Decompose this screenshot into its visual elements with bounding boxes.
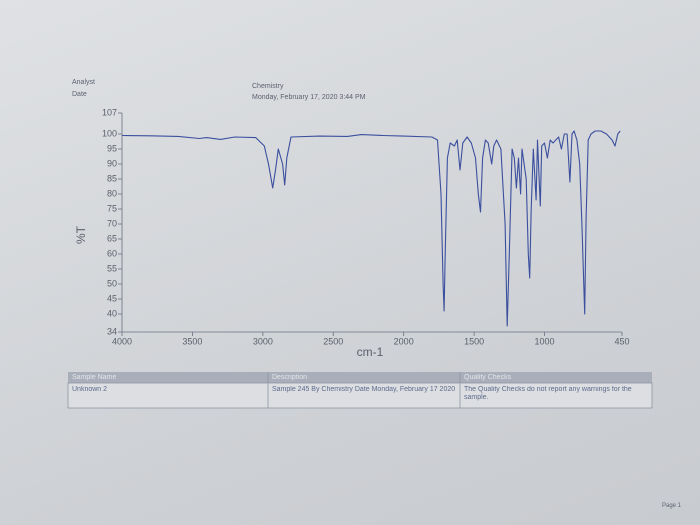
y-tick-label: 55: [107, 263, 117, 273]
y-tick-label: 90: [107, 158, 117, 168]
y-tick-label: 60: [107, 248, 117, 258]
x-tick-label: 1000: [535, 336, 555, 346]
y-tick-label: 100: [102, 128, 117, 138]
y-tick-label: 70: [107, 218, 117, 228]
y-tick-label: 34: [107, 326, 117, 336]
x-tick-label: 450: [614, 336, 629, 346]
table-row-bg: [67, 382, 653, 409]
x-tick-label: 2000: [394, 336, 414, 346]
table-header-bg: [68, 372, 652, 383]
table-header: Quality Checks: [464, 374, 512, 381]
table-header: Sample Name: [72, 374, 117, 381]
date-label: Date: [72, 91, 87, 98]
table-cell: The Quality Checks do not report any war…: [464, 386, 632, 401]
y-tick-label: 75: [107, 203, 117, 213]
y-tick-label: 45: [107, 293, 117, 303]
department: Chemistry: [252, 83, 284, 90]
x-tick-label: 4000: [112, 336, 132, 346]
table-cell: Sample 245 By Chemistry Date Monday, Feb…: [272, 386, 456, 393]
table-header: Description: [272, 374, 308, 381]
x-tick-label: 1500: [464, 336, 484, 346]
x-tick-label: 3000: [253, 336, 273, 346]
table-cell: Unknown 2: [72, 386, 108, 393]
y-axis-label: %T: [74, 225, 88, 244]
timestamp: Monday, February 17, 2020 3:44 PM: [252, 94, 366, 101]
spectrum-line: [121, 130, 621, 327]
y-tick-label: 95: [107, 143, 117, 153]
y-tick-label: 107: [102, 107, 117, 117]
y-tick-label: 80: [107, 188, 117, 198]
y-tick-label: 40: [107, 308, 117, 318]
page-number: Page 1: [662, 503, 682, 509]
x-tick-label: 2500: [323, 336, 343, 346]
y-tick-label: 85: [107, 173, 117, 183]
x-axis-label: cm-1: [357, 345, 384, 359]
analyst-label: Analyst: [72, 79, 95, 86]
y-tick-label: 65: [107, 233, 117, 243]
x-tick-label: 3500: [182, 336, 202, 346]
y-tick-label: 50: [107, 278, 117, 288]
